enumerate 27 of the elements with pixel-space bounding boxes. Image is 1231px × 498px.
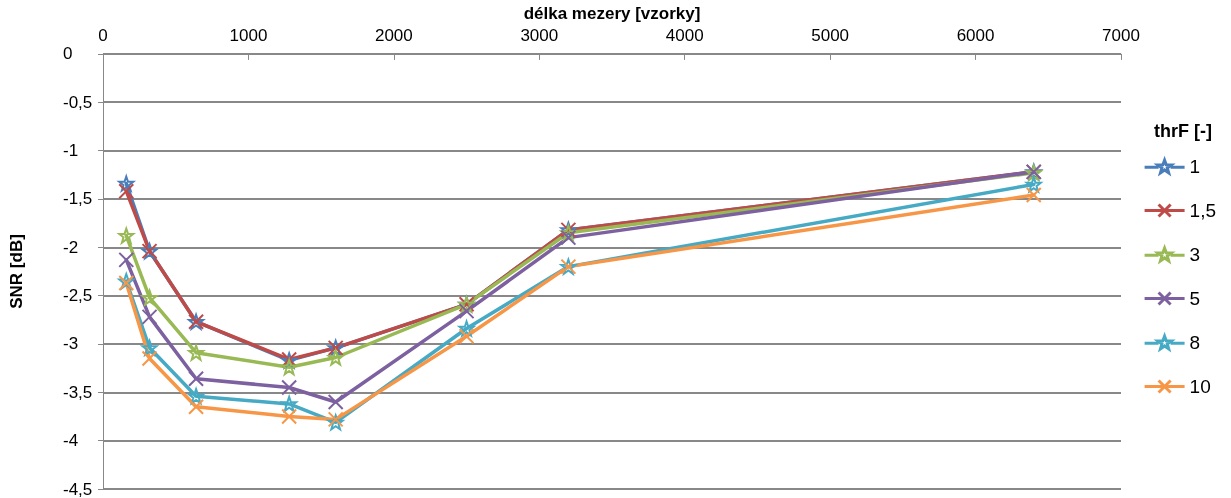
x-tick-label: 7000: [1102, 25, 1140, 45]
y-tick-label: -1,5: [63, 189, 93, 209]
legend-label: 1: [1189, 156, 1201, 177]
y-tick-label: -2: [63, 237, 79, 257]
y-tick-label: -4,5: [63, 479, 93, 498]
x-tick-label: 0: [98, 25, 108, 45]
x-tick-label: 3000: [520, 25, 559, 45]
x-tick-label: 1000: [229, 25, 268, 45]
y-tick-label: -4: [63, 431, 79, 451]
legend-title: thrF [-]: [1154, 121, 1213, 141]
y-tick-label: -3: [63, 334, 79, 354]
legend-label: 3: [1189, 244, 1201, 265]
y-axis-title: SNR [dB]: [7, 234, 26, 309]
y-tick-label: -3,5: [63, 382, 93, 402]
legend-label: 10: [1189, 376, 1211, 397]
y-tick-label: 0: [63, 44, 73, 64]
x-tick-label: 6000: [956, 25, 995, 45]
x-axis-title: délka mezery [vzorky]: [523, 4, 701, 23]
y-tick-label: -2,5: [63, 286, 93, 306]
legend-label: 1,5: [1189, 200, 1217, 221]
y-tick-label: -1: [63, 141, 79, 161]
legend-label: 8: [1189, 332, 1201, 353]
legend-label: 5: [1189, 288, 1201, 309]
x-tick-label: 5000: [811, 25, 850, 45]
y-tick-label: -0,5: [63, 92, 93, 112]
x-tick-label: 2000: [374, 25, 413, 45]
x-tick-label: 4000: [665, 25, 704, 45]
